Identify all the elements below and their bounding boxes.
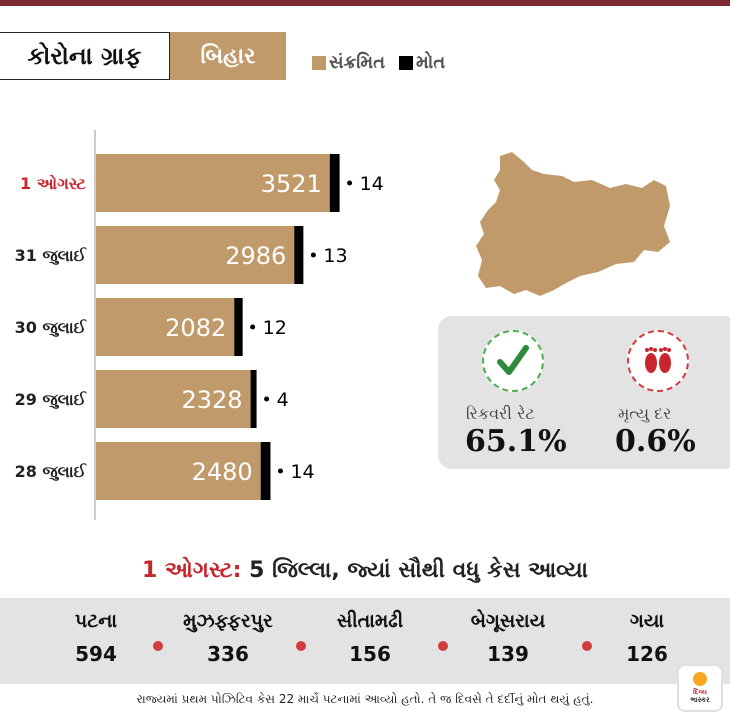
bar-deaths (250, 370, 257, 428)
bar-infected (96, 370, 251, 428)
district-cases: 126 (626, 642, 668, 666)
category-label: 1 ઓગસ્ટ (20, 173, 87, 193)
bar-deaths (234, 298, 243, 356)
district-item: ગયા 126 (582, 610, 712, 666)
legend-item-deaths: મોત (399, 52, 445, 73)
districts-title-text: 5 જિલ્લા, જ્યાં સૌથી વધુ કેસ આવ્યા (249, 558, 589, 583)
footnote: રાજ્યમાં પ્રથમ પોઝિટિવ કેસ 22 માર્ચે પટન… (136, 692, 594, 706)
bar-infected (96, 154, 330, 212)
district-cases: 594 (75, 642, 117, 666)
category-label: 28 જુલાઈ (15, 462, 88, 482)
district-cases: 156 (349, 642, 391, 666)
data-label-infected: 2480 (192, 458, 253, 486)
data-label-infected: 2986 (225, 242, 286, 270)
separator-dot (582, 641, 592, 651)
legend-label-deaths: મોત (416, 52, 446, 73)
recovery-rate-label: રિકવરી રેટ (466, 404, 535, 423)
bar-deaths (294, 226, 304, 284)
data-label-deaths: 14 (290, 461, 314, 483)
footprints-icon (627, 330, 689, 392)
data-label-dot (277, 468, 283, 474)
data-label-dot (264, 396, 270, 402)
legend-swatch-infected (312, 55, 326, 70)
districts-band (0, 598, 730, 684)
districts-title-date: 1 ઓગસ્ટ: (141, 558, 242, 583)
state-label: બિહાર (170, 32, 286, 80)
district-name: બેગૂસરાય (470, 610, 546, 632)
data-label-deaths: 13 (323, 245, 347, 267)
data-label-infected: 2082 (165, 314, 226, 342)
district-name: સીતામઢી (336, 610, 404, 632)
data-label-dot (347, 180, 353, 186)
legend: સંક્રમિત મોત (312, 52, 445, 73)
legend-swatch-deaths (399, 55, 413, 70)
data-label-dot (310, 252, 316, 258)
data-label-dot (250, 324, 256, 330)
bar-infected (96, 226, 295, 284)
divya-bhaskar-logo: દિવ્ય ભાસ્કર (677, 664, 723, 712)
chart-title: કોરોના ગ્રાફ (0, 32, 170, 80)
logo-line-1: દિવ્ય (693, 688, 707, 696)
district-item: પટના 594 (31, 610, 161, 666)
bihar-map-icon (476, 152, 670, 296)
district-cases: 336 (207, 642, 249, 666)
district-name: પટના (74, 610, 118, 632)
separator-dot (296, 641, 306, 651)
category-label: 31 જુલાઈ (15, 246, 88, 266)
mortality-rate-label: મૃત્યુ દર (618, 404, 672, 423)
legend-label-infected: સંક્રમિત (329, 52, 385, 73)
districts-title: 1 ઓગસ્ટ: 5 જિલ્લા, જ્યાં સૌથી વધુ કેસ આવ… (0, 558, 730, 583)
data-label-deaths: 14 (360, 173, 384, 195)
category-label: 29 જુલાઈ (15, 390, 88, 410)
bar-infected (96, 442, 261, 500)
bar-deaths (329, 154, 340, 212)
district-item: મુઝફ્ફરપુર 336 (163, 610, 293, 666)
recovery-rate-value: 65.1% (465, 424, 567, 459)
bar-infected (96, 298, 235, 356)
bar-deaths (260, 442, 271, 500)
separator-dot (153, 641, 163, 651)
district-name: ગયા (629, 610, 665, 632)
legend-item-infected: સંક્રમિત (312, 52, 385, 73)
data-label-deaths: 12 (263, 317, 287, 339)
logo-line-2: ભાસ્કર (690, 696, 710, 704)
checkmark-icon (482, 330, 544, 392)
mortality-rate-value: 0.6% (615, 424, 696, 459)
top-rule (0, 0, 730, 6)
data-label-infected: 2328 (182, 386, 243, 414)
district-item: સીતામઢી 156 (305, 610, 435, 666)
district-cases: 139 (487, 642, 529, 666)
separator-dot (438, 641, 448, 651)
data-label-infected: 3521 (261, 170, 322, 198)
bar-chart: 1 ઓગસ્ટ 3521 14 31 જુલાઈ 2986 13 30 જુલાઈ 2082 1… (15, 130, 384, 520)
district-name: મુઝફ્ફરપુર (183, 610, 273, 632)
logo-sun-icon (693, 672, 707, 686)
district-item: બેગૂસરાય 139 (443, 610, 573, 666)
data-label-deaths: 4 (277, 389, 289, 411)
category-label: 30 જુલાઈ (15, 318, 88, 338)
